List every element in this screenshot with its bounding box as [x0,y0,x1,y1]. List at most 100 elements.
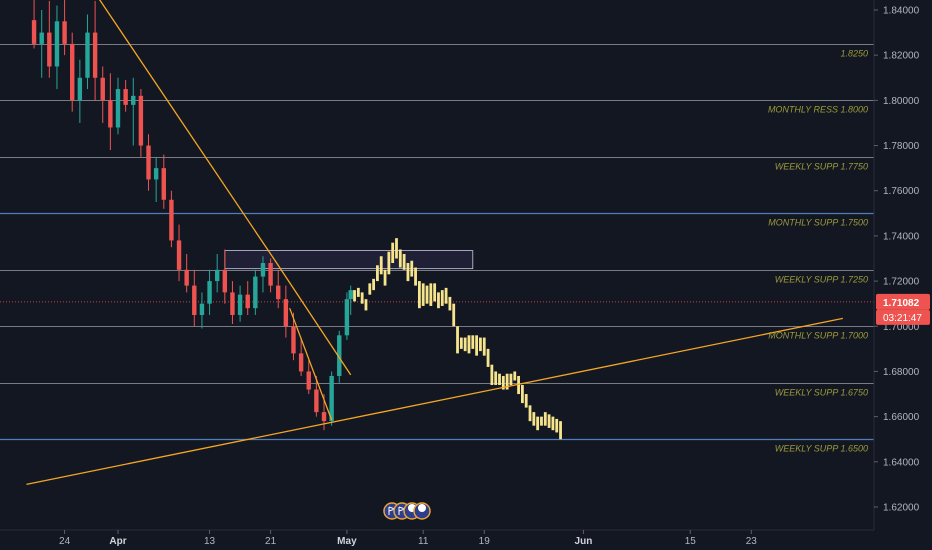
current-price-badge-bg [876,293,930,310]
level-label: MONTHLY RESS 1.8000 [768,105,868,115]
projection-bar [513,371,517,381]
projection-bar [406,263,410,282]
candle [348,285,353,315]
candle [100,66,105,123]
candle-body [276,285,281,300]
candle [77,59,83,123]
candle [245,281,250,315]
candle [306,360,311,395]
candle [214,253,220,293]
projection-bar [471,335,475,349]
candle [123,80,128,112]
candle-body [321,412,327,422]
candle-body [138,95,144,146]
event-flag-icon[interactable] [413,502,431,520]
candle [92,0,98,101]
candle-body [214,269,220,282]
candle-body [291,326,296,354]
candle-body [184,269,189,286]
price-axis[interactable]: 1.84000 1.82000 1.80000 1.78000 1.76000 1.740… [874,6,920,514]
candle-body [306,371,311,390]
candle-body [161,168,166,200]
candle-body [314,389,319,413]
projection-bar [402,253,406,270]
time-tick-label: 23 [746,536,758,547]
candle [161,154,166,209]
projection-bar [448,296,452,311]
price-tick-label: 1.84000 [883,6,920,17]
time-tick-label: 15 [685,536,697,547]
candle [70,32,75,112]
projection-bar [433,283,437,302]
candle-body [237,294,243,315]
projection-bar [540,416,543,426]
candle-body [100,77,105,101]
price-tick-label: 1.68000 [883,367,920,378]
candle-body [115,89,121,128]
projection-bar [536,416,540,431]
projection-bar [421,283,425,306]
time-tick-label: 24 [59,536,71,547]
candle [291,312,296,361]
projection-bar [379,256,383,275]
candle [298,337,304,376]
projection-bar [528,405,532,422]
projection-bar [398,249,402,268]
candle-body [253,276,258,309]
trendline [289,307,333,421]
projection-bar [391,242,395,264]
candle [47,0,52,78]
candle-body [298,353,304,372]
trendline [99,0,275,260]
projection-bar [501,375,505,390]
time-tick-label: 11 [418,536,429,547]
trendlines [26,0,843,486]
candle [131,77,136,146]
time-tick-label: 21 [265,536,277,547]
level-label: MONTHLY SUPP 1.7000 [768,331,868,341]
projection-bar [360,292,364,304]
candle [199,292,205,329]
candle-body [146,145,151,180]
candle [329,371,334,426]
projection-bar [509,373,513,386]
candle-body [54,21,60,67]
candle-body [348,290,353,300]
candle-body [230,292,235,315]
candle-body [131,95,136,105]
projection-bar [498,373,501,386]
level-label: WEEKLY SUPP 1.7250 [775,275,868,285]
candle [260,256,266,293]
candle [283,285,289,338]
projection-bar [467,335,471,354]
projection-bar [410,260,414,277]
price-tick-label: 1.70000 [883,322,920,333]
current-price-badge: 1.71082 03:21:47 [876,293,930,325]
event-markers[interactable] [382,500,434,522]
projection-bar [444,287,448,304]
candle-body [260,263,266,277]
candle-body [337,335,342,376]
horizontal-levels [0,44,874,441]
candle [344,292,350,340]
projection-bar [459,337,463,349]
time-axis[interactable]: 24 Apr 13 21 May 11 19 Jun 15 23 [59,530,757,547]
candle [222,249,228,304]
time-tick-label: Jun [575,536,593,547]
projection-series [353,238,562,440]
projection-bar [551,416,555,431]
candle-body [108,100,113,128]
candle [207,269,212,315]
candle-body [199,303,205,315]
candle-body [39,32,44,44]
candle [253,269,258,315]
candle-body [169,199,174,241]
projection-bar [559,421,562,440]
price-tick-label: 1.62000 [883,503,920,514]
level-label: MONTHLY SUPP 1.7500 [768,218,868,228]
trendline [273,259,352,376]
price-tick-label: 1.76000 [883,186,920,197]
countdown-value: 03:21:47 [883,313,922,324]
projection-bar [543,412,547,426]
